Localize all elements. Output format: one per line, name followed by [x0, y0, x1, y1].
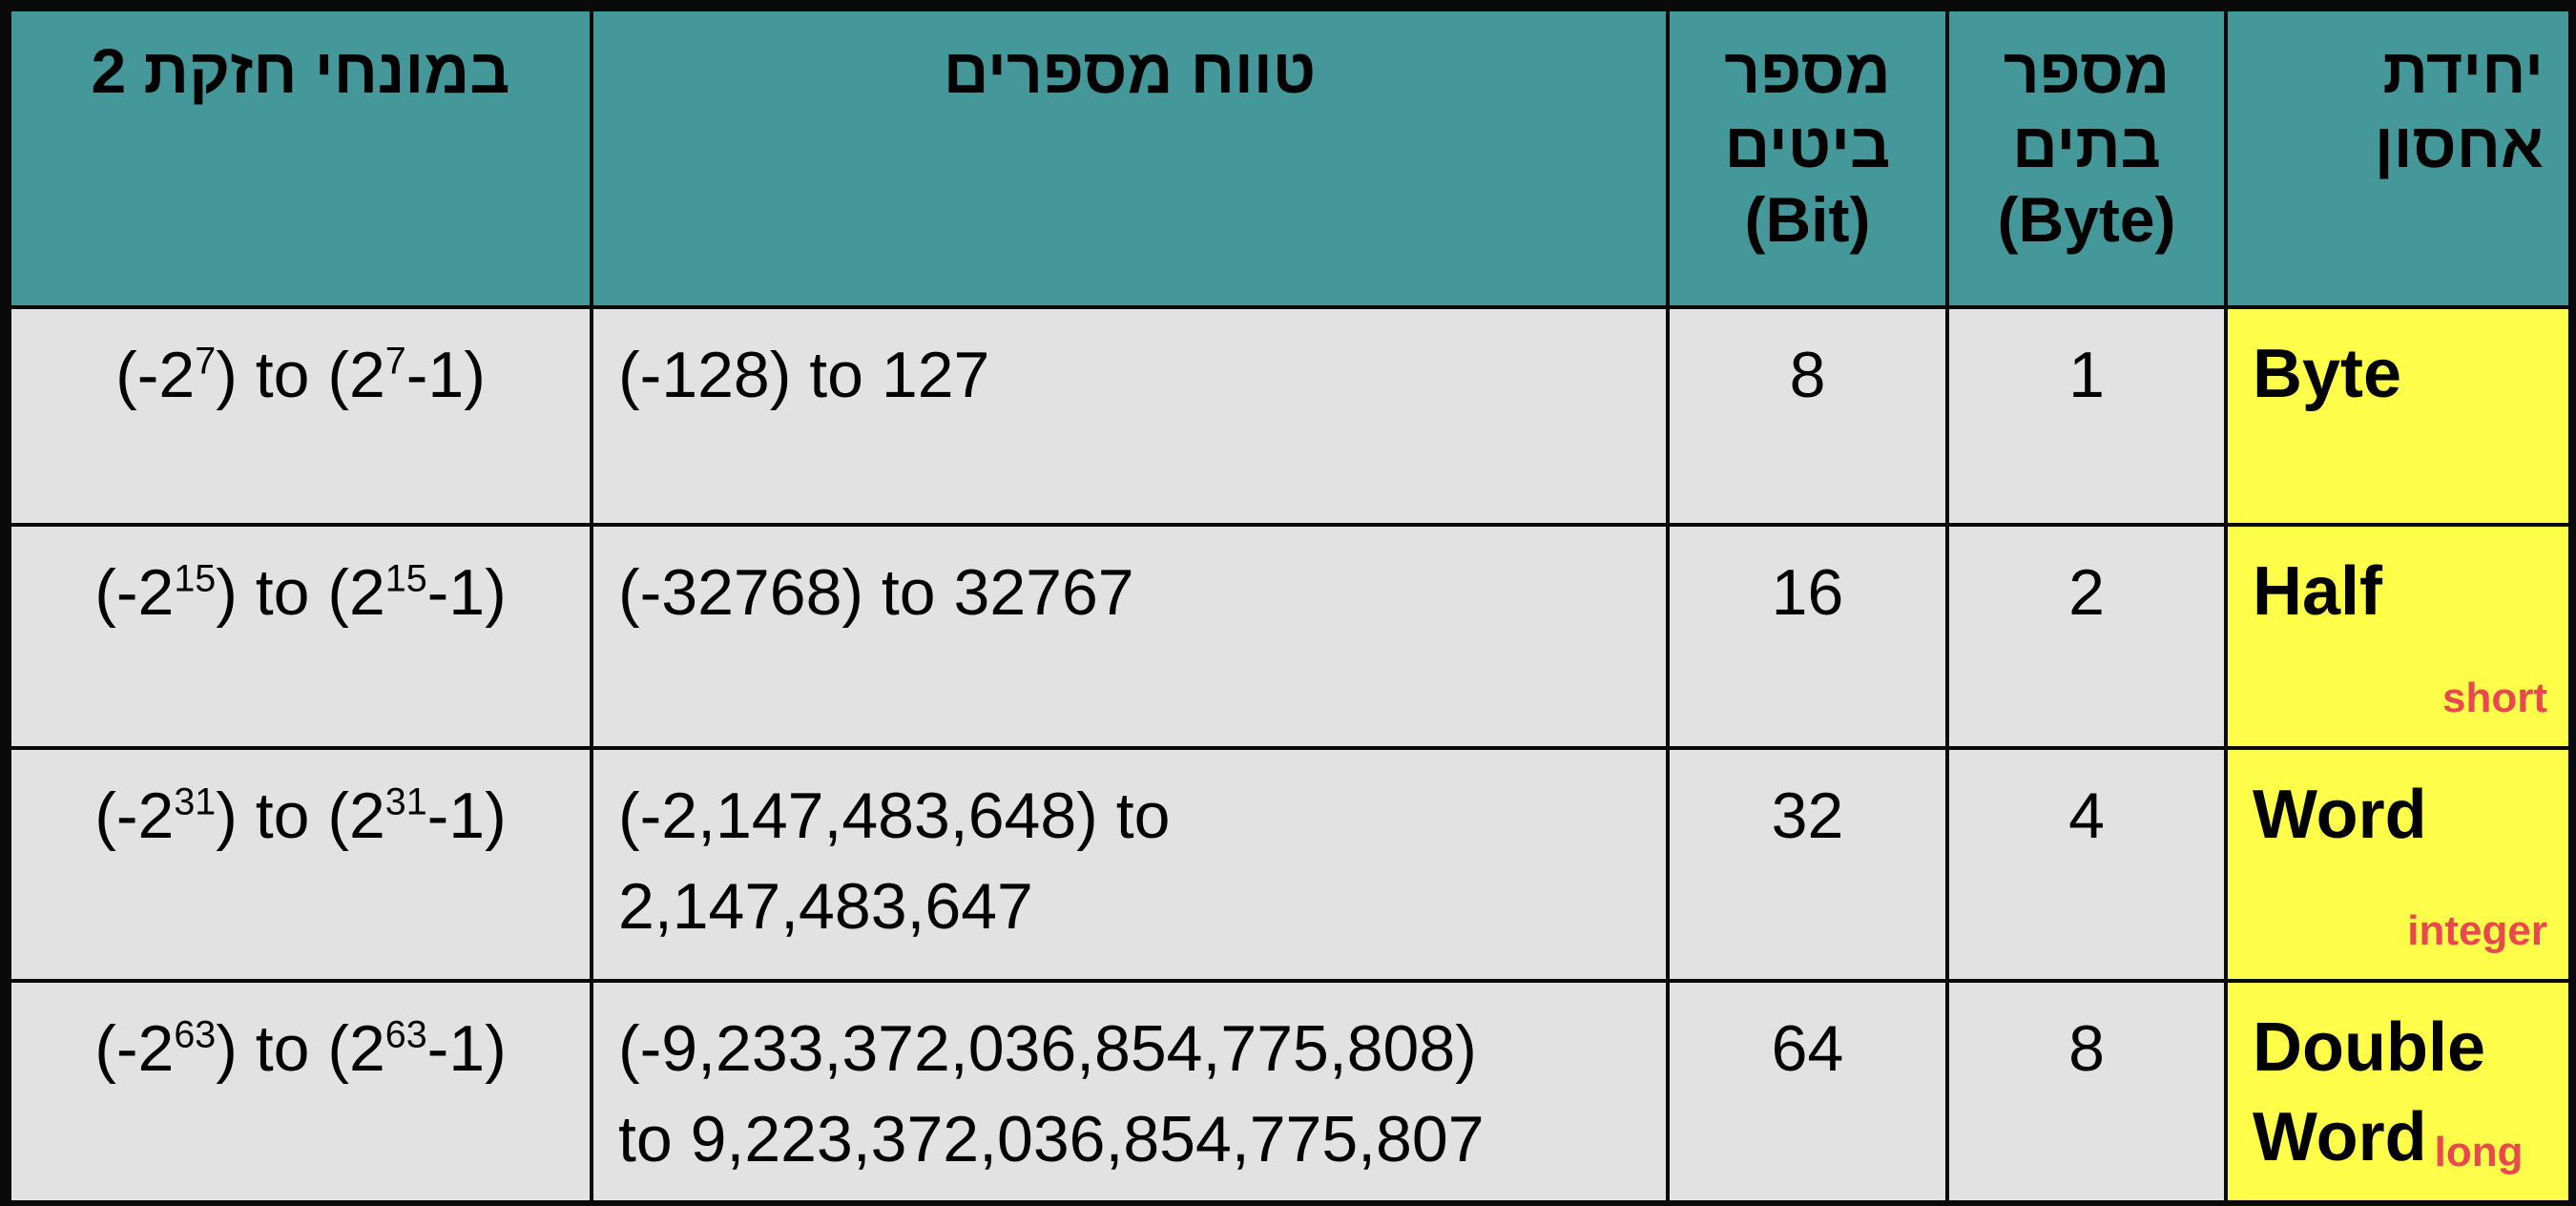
unit-cell: Double Word long [2224, 979, 2572, 1204]
bytes-cell: 2 [1945, 523, 2228, 750]
table-row: (-215) to (215-1) (-32768) to 32767 16 2… [8, 523, 2572, 750]
bits-cell: 8 [1666, 305, 1949, 527]
bytes-cell: 1 [1945, 305, 2228, 527]
range-cell: (-9,233,372,036,854,775,808) to 9,223,372… [590, 979, 1670, 1204]
bytes-cell: 4 [1945, 746, 2228, 983]
header-number-range: טווח מספרים [590, 8, 1670, 309]
bits-cell: 16 [1666, 523, 1949, 750]
unit-name: Double [2253, 1009, 2485, 1086]
header-storage-unit: יחידת אחסון [2224, 8, 2572, 309]
unit-name: Half [2253, 553, 2383, 630]
header-row: במונחי חזקת 2 טווח מספרים מספר ביטים (Bi… [8, 8, 2572, 309]
unit-cell: Word integer [2224, 746, 2572, 983]
unit-name: Byte [2253, 336, 2402, 412]
unit-name: Word [2253, 1098, 2427, 1175]
type-alias-label: integer [2407, 906, 2547, 954]
range-cell: (-32768) to 32767 [590, 523, 1670, 750]
power-cell: (-263) to (263-1) [8, 979, 593, 1204]
range-cell: (-2,147,483,648) to 2,147,483,647 [590, 746, 1670, 983]
header-byte-count: מספר בתים (Byte) [1945, 8, 2228, 309]
power-cell: (-27) to (27-1) [8, 305, 593, 527]
unit-name: Word [2253, 777, 2427, 853]
data-types-table: במונחי חזקת 2 טווח מספרים מספר ביטים (Bi… [8, 8, 2572, 1204]
power-cell: (-231) to (231-1) [8, 746, 593, 983]
table-row: (-263) to (263-1) (-9,233,372,036,854,77… [8, 979, 2572, 1204]
bits-cell: 32 [1666, 746, 1949, 983]
power-cell: (-215) to (215-1) [8, 523, 593, 750]
unit-cell: Byte [2224, 305, 2572, 527]
header-power-of-two: במונחי חזקת 2 [8, 8, 593, 309]
type-alias-label: short [2442, 674, 2547, 721]
header-bit-count: מספר ביטים (Bit) [1666, 8, 1949, 309]
table-row: (-231) to (231-1) (-2,147,483,648) to 2,1… [8, 746, 2572, 983]
range-cell: (-128) to 127 [590, 305, 1670, 527]
table-row: (-27) to (27-1) (-128) to 127 8 1 Byte [8, 305, 2572, 527]
unit-cell: Half short [2224, 523, 2572, 750]
type-alias-label: long [2434, 1128, 2524, 1175]
bytes-cell: 8 [1945, 979, 2228, 1204]
bits-cell: 64 [1666, 979, 1949, 1204]
